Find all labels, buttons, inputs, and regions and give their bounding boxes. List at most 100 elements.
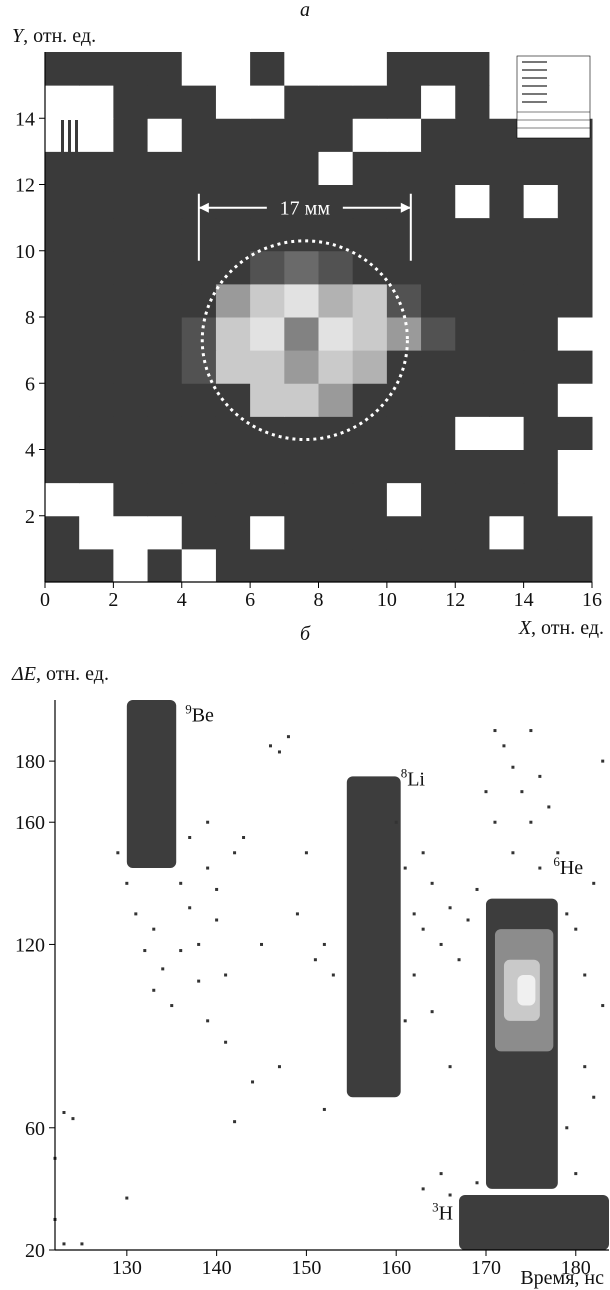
heat-cell <box>250 184 285 219</box>
event-point <box>556 851 560 855</box>
heat-cell <box>386 184 422 219</box>
event-point <box>583 1065 587 1069</box>
y-axis-label-unit: , отн. ед. <box>36 663 109 685</box>
density-region <box>126 700 177 869</box>
heat-cell <box>318 515 354 550</box>
x-tick-label: 130 <box>112 1257 142 1279</box>
heat-cell <box>352 383 388 417</box>
event-point <box>565 912 569 916</box>
heat-cell <box>489 449 525 484</box>
event-point <box>152 988 156 992</box>
heat-cell <box>147 548 183 583</box>
heat-cell <box>284 250 319 285</box>
heat-cell <box>284 118 319 152</box>
heat-cell <box>523 515 559 550</box>
heat-cell <box>284 548 319 583</box>
heat-cell <box>523 184 559 219</box>
x-tick-label: 14 <box>514 589 534 611</box>
heat-cell <box>421 515 456 550</box>
heat-cell <box>455 350 490 384</box>
y-tick-label: 14 <box>15 108 35 130</box>
heat-cell <box>455 515 490 550</box>
event-point <box>592 881 596 885</box>
heat-cell <box>45 52 80 86</box>
heat-cell <box>215 283 251 318</box>
heat-cell <box>523 151 559 185</box>
heat-cell <box>352 85 388 119</box>
heat-cell <box>455 416 490 450</box>
event-point <box>403 866 407 870</box>
event-point <box>161 967 165 971</box>
heat-cell <box>386 52 422 86</box>
heat-cell <box>352 184 388 219</box>
heat-cell <box>386 548 422 583</box>
heat-cell <box>421 383 456 417</box>
event-point <box>215 918 219 922</box>
heat-cell <box>386 350 422 384</box>
heat-cell <box>489 317 525 351</box>
heat-cell <box>352 482 388 517</box>
heat-cell <box>113 482 149 517</box>
heat-cell <box>45 383 80 417</box>
heat-cell <box>79 283 114 318</box>
heat-cell <box>79 548 114 583</box>
heat-cell <box>45 515 80 550</box>
heat-cell <box>386 118 422 152</box>
heat-cell <box>45 482 80 517</box>
panel-title: а <box>300 0 310 21</box>
heat-cell <box>181 151 217 185</box>
event-point <box>188 906 192 910</box>
event-point <box>62 1242 66 1246</box>
event-point <box>529 820 533 824</box>
heat-cell <box>318 151 354 185</box>
y-tick-label: 4 <box>25 440 35 462</box>
event-point <box>457 958 461 962</box>
heat-cell <box>455 283 490 318</box>
event-point <box>448 1193 452 1197</box>
event-point <box>233 851 237 855</box>
event-point <box>520 790 524 794</box>
heat-cell <box>318 416 354 450</box>
heat-cell <box>352 283 388 318</box>
heat-cell <box>523 482 559 517</box>
x-tick-label: 4 <box>177 589 187 611</box>
isotope-mass: 6 <box>553 854 560 869</box>
heat-cell <box>318 482 354 517</box>
density-region <box>517 975 536 1006</box>
heat-cell <box>45 283 80 318</box>
heat-cell <box>147 449 183 484</box>
event-point <box>412 912 416 916</box>
heat-cell <box>318 250 354 285</box>
event-point <box>475 1181 479 1185</box>
event-point <box>197 979 201 983</box>
event-point <box>601 1004 605 1008</box>
heat-cell <box>45 548 80 583</box>
heat-cell <box>215 548 251 583</box>
x-tick-label: 140 <box>202 1257 232 1279</box>
heat-cell <box>284 85 319 119</box>
event-point <box>538 774 542 778</box>
heat-cell <box>421 482 456 517</box>
isotope-label: 3H <box>432 1199 453 1224</box>
heat-cell <box>557 416 593 450</box>
heat-cell <box>352 217 388 252</box>
x-tick-label: 160 <box>381 1257 411 1279</box>
event-point <box>448 906 452 910</box>
heat-cell <box>455 217 490 252</box>
heat-cell <box>79 184 114 219</box>
heat-cell <box>421 283 456 318</box>
event-point <box>125 1196 129 1200</box>
heat-cell <box>79 250 114 285</box>
heat-cell <box>455 250 490 285</box>
heat-cell <box>45 317 80 351</box>
x-tick-label: 170 <box>471 1257 501 1279</box>
y-tick-label: 20 <box>25 1240 45 1262</box>
event-point <box>466 918 470 922</box>
heat-cell <box>352 416 388 450</box>
heat-cell <box>215 482 251 517</box>
isotope-label: 9Be <box>185 701 214 726</box>
heat-cell <box>250 52 285 86</box>
heat-cell <box>147 317 183 351</box>
event-point <box>215 887 219 891</box>
heat-cell <box>421 151 456 185</box>
